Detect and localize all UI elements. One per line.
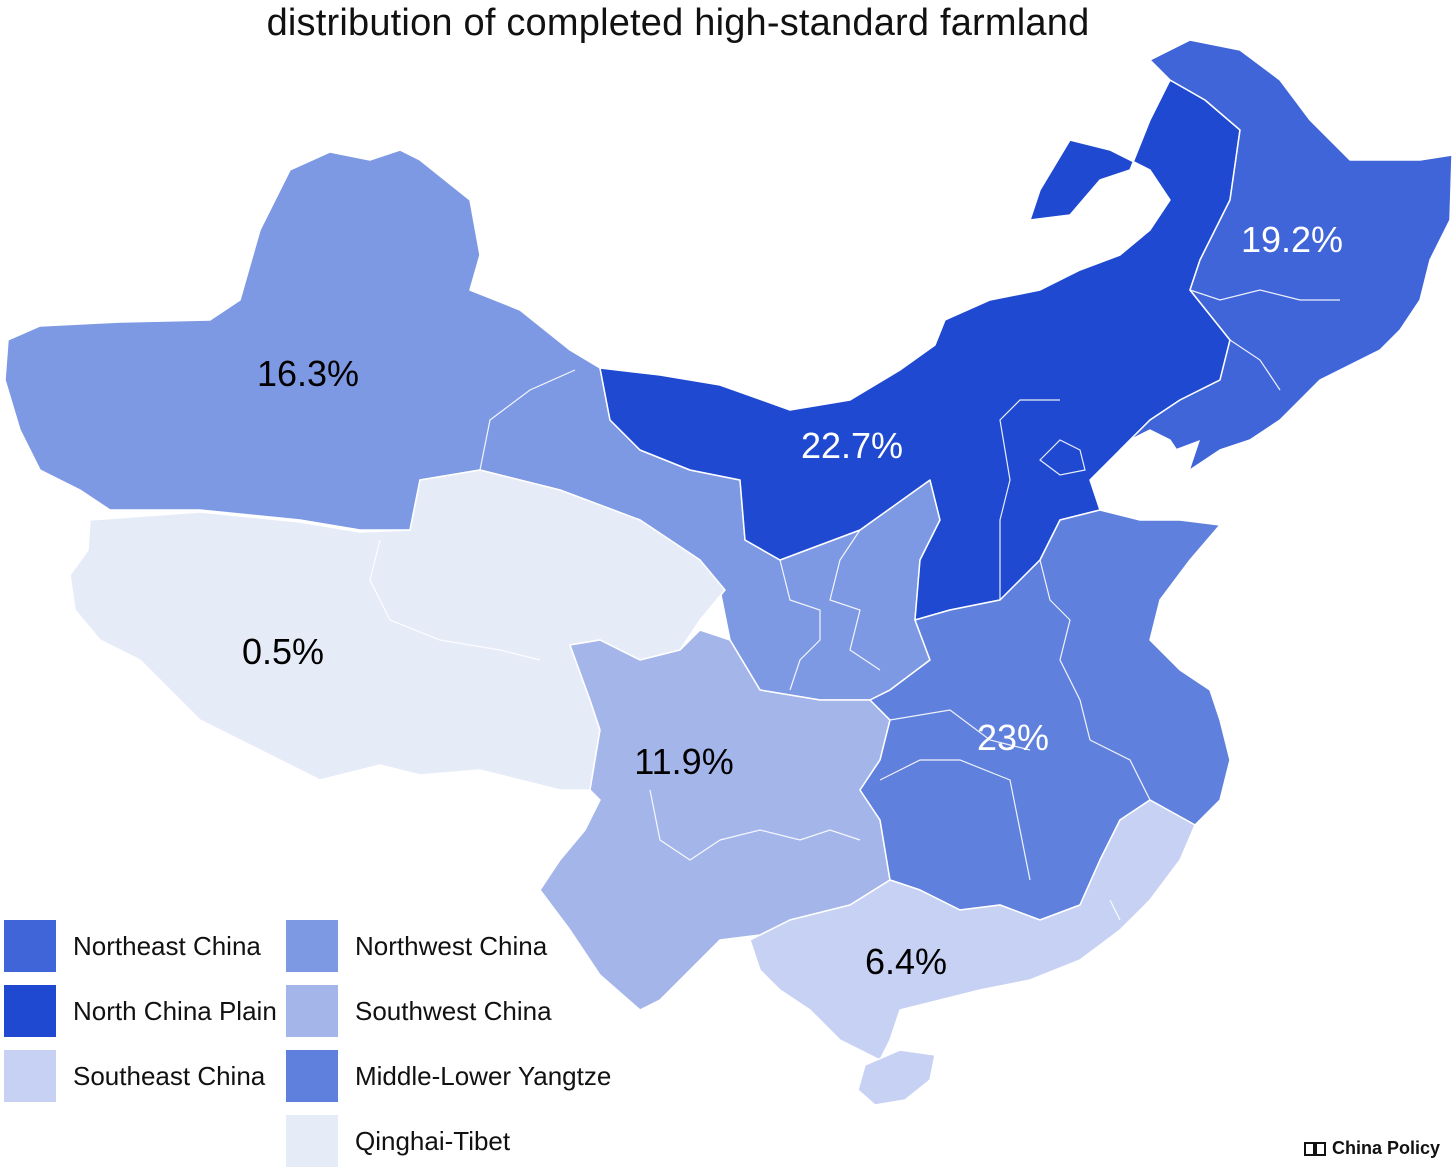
legend-swatch-middle-lower-yangtze [286,1050,338,1102]
region-hainan[interactable] [857,1049,936,1106]
legend-swatch-southwest [286,985,338,1037]
legend-label-north-china-plain: North China Plain [73,996,277,1026]
legend-label-middle-lower-yangtze: Middle-Lower Yangtze [355,1061,612,1091]
map-title: distribution of completed high-standard … [266,2,1090,44]
legend-label-southwest: Southwest China [355,996,552,1026]
book-icon [1303,1141,1326,1156]
brand-logo[interactable]: China Policy [1303,1138,1440,1159]
label-southeast: 6.4% [865,941,947,982]
legend-label-qinghai-tibet: Qinghai-Tibet [355,1126,511,1156]
legend-swatch-northwest [286,920,338,972]
province-borders [369,289,1340,921]
legend-label-northwest: Northwest China [355,931,548,961]
legend-swatch-southeast [4,1050,56,1102]
bohai-sea [1095,440,1200,510]
legend-swatch-north-china-plain [4,985,56,1037]
label-northwest: 16.3% [257,353,359,394]
label-north-china-plain: 22.7% [801,425,903,466]
legend-swatch-qinghai-tibet [286,1115,338,1167]
region-southeast[interactable] [749,799,1196,1061]
legend-swatch-northeast [4,920,56,972]
label-southwest: 11.9% [634,741,733,782]
label-middle-lower-yangtze: 23% [977,717,1049,758]
legend-label-northeast: Northeast China [73,931,261,961]
region-northeast[interactable] [1119,39,1453,471]
label-northeast: 19.2% [1241,219,1343,260]
label-qinghai-tibet: 0.5% [242,631,324,672]
brand-name: China Policy [1331,1138,1440,1158]
legend-label-southeast: Southeast China [73,1061,266,1091]
